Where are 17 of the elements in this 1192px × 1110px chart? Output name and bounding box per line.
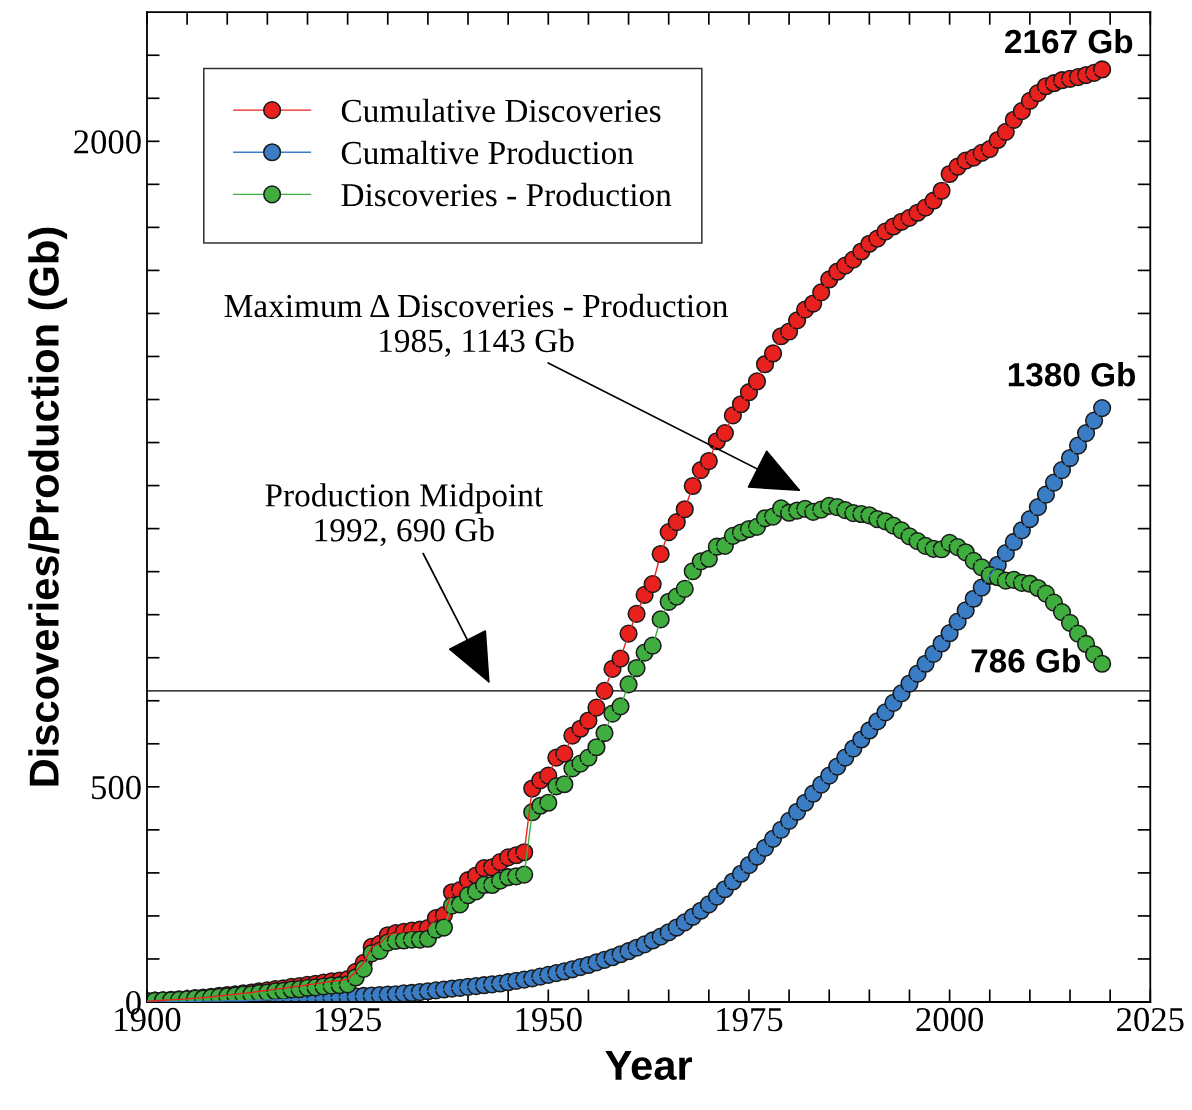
x-axis-title: Year <box>605 1050 693 1081</box>
x-tick-label: 1925 <box>315 1007 381 1032</box>
y-tick-label: 2000 <box>74 130 141 154</box>
annotation: Production Midpoint 1992, 690 Gb <box>265 483 543 547</box>
legend-label: Cumaltive Production <box>341 140 634 165</box>
legend-label: Cumulative Discoveries <box>341 98 661 123</box>
x-tick-label: 1950 <box>516 1007 582 1032</box>
annotation: Maximum Δ Discoveries - Production 1985, 1143 Gb <box>224 293 728 357</box>
legend-label: Discoveries - Production <box>341 182 672 207</box>
x-tick-label: 1975 <box>717 1007 783 1032</box>
x-tick-label: 2025 <box>1117 1007 1184 1032</box>
x-tick-label: 2000 <box>916 1007 984 1032</box>
data-label: 1380 Gb <box>1008 362 1136 387</box>
y-tick-label: 500 <box>92 775 141 800</box>
data-label: 786 Gb <box>971 648 1080 673</box>
y-axis-title: Discoveries/Production (Gb) <box>28 227 68 786</box>
data-label: 2167 Gb <box>1005 28 1133 54</box>
